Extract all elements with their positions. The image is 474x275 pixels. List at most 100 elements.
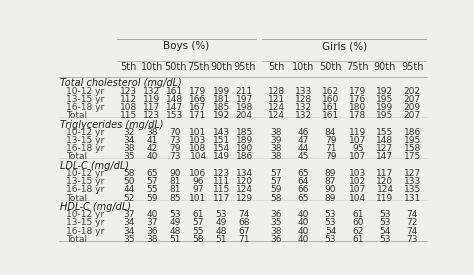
Text: 179: 179	[349, 87, 366, 95]
Text: 161: 161	[166, 87, 183, 95]
Text: 154: 154	[213, 144, 230, 153]
Text: 40: 40	[146, 210, 157, 219]
Text: 38: 38	[270, 128, 282, 137]
Text: 87: 87	[325, 177, 336, 186]
Text: 36: 36	[146, 227, 158, 236]
Text: 36: 36	[270, 210, 282, 219]
Text: 106: 106	[190, 169, 207, 178]
Text: 67: 67	[238, 227, 250, 236]
Text: 35: 35	[270, 218, 282, 227]
Text: 44: 44	[123, 185, 135, 194]
Text: 162: 162	[322, 87, 339, 95]
Text: 39: 39	[270, 136, 282, 145]
Text: 147: 147	[166, 103, 183, 112]
Text: 120: 120	[376, 177, 393, 186]
Text: 107: 107	[349, 152, 366, 161]
Text: 117: 117	[376, 169, 393, 178]
Text: Total: Total	[66, 111, 87, 120]
Text: 16-18 yr: 16-18 yr	[66, 227, 104, 236]
Text: 151: 151	[212, 136, 230, 145]
Text: 199: 199	[376, 103, 393, 112]
Text: 64: 64	[298, 177, 309, 186]
Text: 180: 180	[349, 103, 366, 112]
Text: 70: 70	[169, 128, 181, 137]
Text: 123: 123	[213, 169, 230, 178]
Text: 133: 133	[404, 177, 421, 186]
Text: 123: 123	[120, 87, 137, 95]
Text: 176: 176	[349, 95, 366, 104]
Text: 13-15 yr: 13-15 yr	[66, 218, 104, 227]
Text: 149: 149	[213, 152, 230, 161]
Text: 115: 115	[120, 111, 137, 120]
Text: 115: 115	[212, 185, 230, 194]
Text: 50th: 50th	[164, 62, 186, 72]
Text: 101: 101	[190, 194, 207, 203]
Text: 49: 49	[216, 218, 227, 227]
Text: 195: 195	[376, 111, 393, 120]
Text: 74: 74	[238, 210, 250, 219]
Text: 181: 181	[212, 95, 230, 104]
Text: 96: 96	[192, 177, 204, 186]
Text: 16-18 yr: 16-18 yr	[66, 144, 104, 153]
Text: 10th: 10th	[141, 62, 163, 72]
Text: 10-12 yr: 10-12 yr	[66, 169, 104, 178]
Text: 153: 153	[166, 111, 183, 120]
Text: 65: 65	[146, 169, 158, 178]
Text: 65: 65	[298, 194, 309, 203]
Text: 61: 61	[192, 210, 204, 219]
Text: 102: 102	[349, 177, 366, 186]
Text: 123: 123	[143, 111, 161, 120]
Text: 34: 34	[123, 136, 135, 145]
Text: 108: 108	[190, 144, 207, 153]
Text: 131: 131	[404, 194, 421, 203]
Text: 89: 89	[325, 194, 336, 203]
Text: 53: 53	[325, 235, 336, 244]
Text: 38: 38	[270, 152, 282, 161]
Text: 117: 117	[212, 194, 230, 203]
Text: 53: 53	[215, 210, 227, 219]
Text: 167: 167	[190, 103, 207, 112]
Text: 128: 128	[267, 87, 284, 95]
Text: 38: 38	[123, 144, 135, 153]
Text: 37: 37	[146, 218, 158, 227]
Text: 61: 61	[352, 210, 364, 219]
Text: 158: 158	[404, 144, 421, 153]
Text: 124: 124	[236, 185, 253, 194]
Text: 44: 44	[298, 144, 309, 153]
Text: 40: 40	[298, 210, 309, 219]
Text: 185: 185	[212, 103, 230, 112]
Text: 73: 73	[407, 235, 418, 244]
Text: 186: 186	[404, 128, 421, 137]
Text: 190: 190	[236, 144, 253, 153]
Text: 72: 72	[407, 218, 418, 227]
Text: 129: 129	[236, 194, 253, 203]
Text: 10-12 yr: 10-12 yr	[66, 87, 104, 95]
Text: 50th: 50th	[319, 62, 342, 72]
Text: 54: 54	[325, 227, 336, 236]
Text: 119: 119	[376, 194, 393, 203]
Text: 13-15 yr: 13-15 yr	[66, 95, 104, 104]
Text: 79: 79	[169, 144, 181, 153]
Text: 104: 104	[190, 152, 207, 161]
Text: 73: 73	[169, 136, 181, 145]
Text: 37: 37	[123, 210, 135, 219]
Text: 148: 148	[166, 95, 183, 104]
Text: 55: 55	[146, 185, 158, 194]
Text: 85: 85	[169, 194, 181, 203]
Text: 60: 60	[352, 218, 364, 227]
Text: 38: 38	[146, 235, 158, 244]
Text: 103: 103	[190, 136, 207, 145]
Text: 58: 58	[123, 169, 135, 178]
Text: 58: 58	[192, 235, 204, 244]
Text: 71: 71	[325, 144, 336, 153]
Text: 179: 179	[190, 87, 207, 95]
Text: 74: 74	[407, 210, 418, 219]
Text: 124: 124	[267, 103, 284, 112]
Text: 175: 175	[404, 152, 421, 161]
Text: Boys (%): Boys (%)	[164, 42, 210, 51]
Text: 16-18 yr: 16-18 yr	[66, 103, 104, 112]
Text: 62: 62	[352, 227, 364, 236]
Text: 53: 53	[379, 218, 391, 227]
Text: 40: 40	[298, 227, 309, 236]
Text: 195: 195	[404, 136, 421, 145]
